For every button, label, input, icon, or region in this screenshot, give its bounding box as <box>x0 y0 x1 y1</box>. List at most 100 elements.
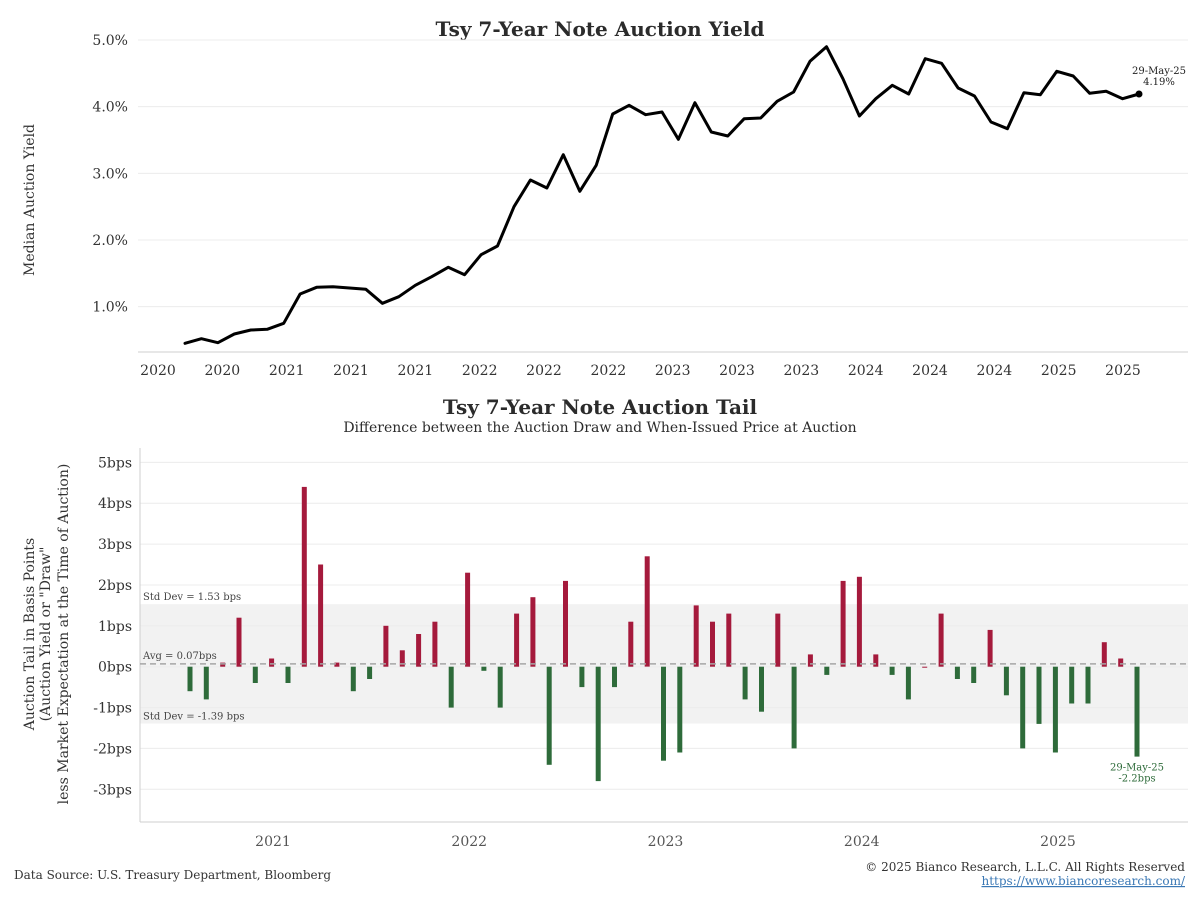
tail-bar <box>546 666 552 765</box>
bottom-y-tick-label: 4bps <box>98 496 132 512</box>
top-y-tick-label: 4.0% <box>92 100 128 116</box>
tail-bar <box>334 662 340 667</box>
tail-bar <box>628 621 634 667</box>
std-lower-label: Std Dev = -1.39 bps <box>143 712 245 723</box>
top-x-tick-label: 2023 <box>655 363 691 379</box>
top-y-tick-label: 1.0% <box>92 300 128 316</box>
tail-bars <box>187 486 1140 782</box>
tail-bar <box>465 572 471 667</box>
tail-bar <box>203 666 209 700</box>
tail-bar <box>807 654 813 667</box>
std-upper-label: Std Dev = 1.53 bps <box>143 592 241 603</box>
tail-bar <box>514 613 520 667</box>
top-x-tick-label: 2024 <box>977 363 1013 379</box>
yield-annotation-value: 4.19% <box>1143 77 1175 88</box>
bottom-chart-subtitle: Difference between the Auction Draw and … <box>343 420 856 436</box>
tail-annotation-value: -2.2bps <box>1118 774 1155 785</box>
top-x-tick-label: 2024 <box>848 363 884 379</box>
bottom-y-tick-label: 5bps <box>98 455 132 471</box>
tail-bar <box>432 621 438 667</box>
tail-bar <box>824 666 830 675</box>
top-x-tick-label: 2022 <box>462 363 498 379</box>
top-chart-title: Tsy 7-Year Note Auction Yield <box>436 17 765 41</box>
top-y-tick-label: 2.0% <box>92 233 128 249</box>
tail-bar <box>791 666 797 749</box>
top-y-tick-label: 3.0% <box>92 166 128 182</box>
tail-bar <box>954 666 960 679</box>
tail-bar <box>595 666 601 782</box>
bottom-x-tick-label: 2021 <box>255 834 291 850</box>
tail-bar <box>1052 666 1058 753</box>
top-x-tick-label: 2021 <box>333 363 369 379</box>
tail-annotation-date: 29-May-25 <box>1110 763 1164 774</box>
tail-bar <box>644 556 650 667</box>
yield-end-point <box>1135 90 1143 98</box>
tail-bar <box>987 629 993 667</box>
bottom-x-tick-label: 2025 <box>1040 834 1076 850</box>
bottom-y-tick-label: -1bps <box>93 701 132 717</box>
bottom-y-tick-label: 0bps <box>98 660 132 676</box>
top-x-tick-label: 2023 <box>784 363 820 379</box>
yield-series-line <box>183 45 1141 345</box>
tail-bar <box>285 666 291 683</box>
tail-bar <box>1118 658 1124 667</box>
tail-bar <box>677 666 683 753</box>
bottom-x-tick-label: 2024 <box>844 834 880 850</box>
tail-bar <box>236 617 242 667</box>
bottom-x-ticks: 2021 2022 2023 2024 2025 <box>255 834 1076 850</box>
tail-bar <box>693 605 699 667</box>
tail-bar <box>726 613 732 667</box>
tail-bar <box>1036 666 1042 724</box>
tail-bar <box>710 621 715 667</box>
tail-bar <box>350 666 356 692</box>
tail-bar <box>269 658 275 667</box>
tail-bar <box>1069 666 1075 704</box>
top-x-tick-label: 2022 <box>526 363 562 379</box>
tail-bar <box>1085 666 1091 704</box>
website-link[interactable]: https://www.biancoresearch.com/ <box>981 874 1185 888</box>
tail-bar <box>252 666 258 683</box>
tail-bar <box>759 666 764 712</box>
bottom-y-tick-label: 2bps <box>98 578 132 594</box>
tail-bar <box>399 650 405 667</box>
bottom-y-tick-label: 1bps <box>98 619 132 635</box>
tail-bar <box>1020 666 1026 749</box>
tail-bar <box>856 576 862 667</box>
bottom-y-axis-label: Auction Tail in Basis Points (Auction Yi… <box>22 464 72 805</box>
bottom-x-tick-label: 2023 <box>648 834 684 850</box>
top-x-tick-label: 2023 <box>719 363 755 379</box>
tail-bar <box>563 580 568 667</box>
tail-bar <box>661 666 666 761</box>
top-y-axis-label: Median Auction Yield <box>22 124 38 276</box>
tail-bar <box>497 666 503 708</box>
bottom-x-tick-label: 2022 <box>451 834 487 850</box>
tail-bar <box>318 564 324 667</box>
tail-bar <box>905 666 911 700</box>
tail-bar <box>922 666 928 668</box>
tail-bar <box>383 625 389 667</box>
bottom-y-axis-label-line-2: (Auction Yield or "Draw" <box>38 547 54 722</box>
top-x-tick-label: 2025 <box>1041 363 1077 379</box>
top-x-tick-label: 2025 <box>1105 363 1141 379</box>
tail-bar <box>775 613 781 667</box>
bottom-y-tick-label: 3bps <box>98 537 132 553</box>
top-x-tick-label: 2021 <box>398 363 434 379</box>
top-y-tick-label: 5.0% <box>92 33 128 49</box>
tail-bar <box>873 654 879 667</box>
top-y-ticks: 1.0% 2.0% 3.0% 4.0% 5.0% <box>92 33 128 316</box>
tail-bar <box>1134 666 1140 757</box>
data-source: Data Source: U.S. Treasury Department, B… <box>14 868 331 882</box>
bottom-y-tick-label: -3bps <box>93 782 132 798</box>
yield-annotation-date: 29-May-25 <box>1132 66 1186 77</box>
bottom-chart-title: Tsy 7-Year Note Auction Tail <box>443 395 758 419</box>
average-label: Avg = 0.07bps <box>142 651 217 662</box>
tail-bar <box>1101 642 1107 667</box>
tail-bar <box>530 597 536 667</box>
bottom-y-ticks: -3bps -2bps -1bps 0bps 1bps 2bps 3bps 4bps 5bps <box>93 455 132 798</box>
tail-bar <box>889 666 895 675</box>
bottom-y-tick-label: -2bps <box>93 741 132 757</box>
tail-bar <box>742 666 748 700</box>
tail-bar <box>448 666 454 708</box>
